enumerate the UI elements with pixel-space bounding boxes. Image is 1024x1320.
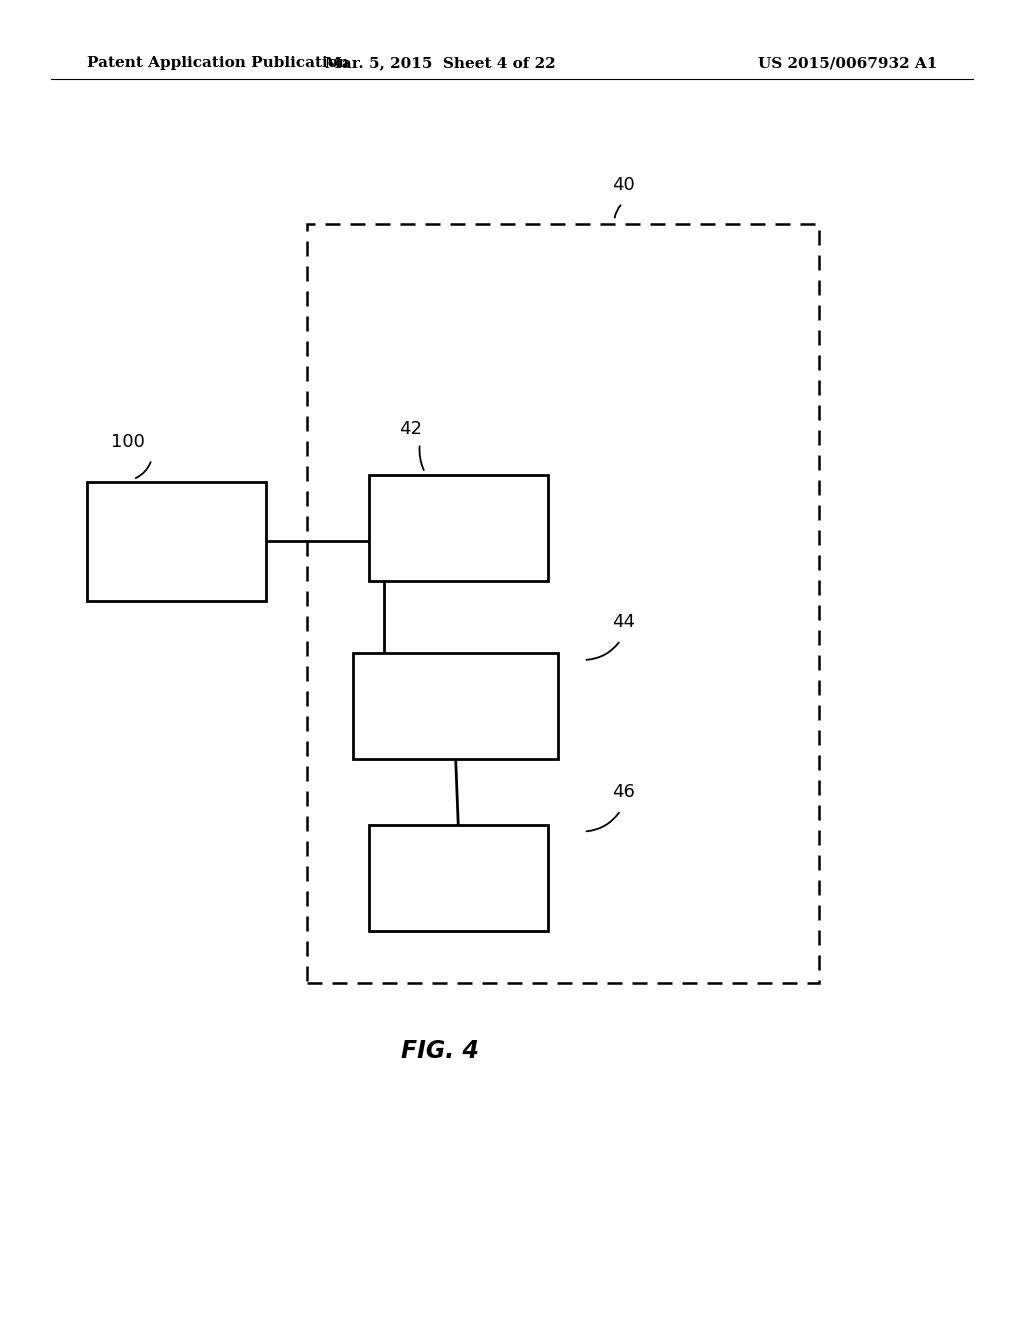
Text: Mar. 5, 2015  Sheet 4 of 22: Mar. 5, 2015 Sheet 4 of 22 (325, 57, 556, 70)
Text: 40: 40 (612, 176, 635, 194)
Text: 42: 42 (399, 420, 422, 438)
Text: 44: 44 (612, 612, 635, 631)
Bar (369, 825, 548, 931)
Bar (87, 482, 266, 601)
Text: 100: 100 (111, 433, 144, 451)
Bar (353, 653, 558, 759)
Text: 46: 46 (612, 783, 635, 801)
Bar (369, 475, 548, 581)
Text: Patent Application Publication: Patent Application Publication (87, 57, 349, 70)
Text: FIG. 4: FIG. 4 (401, 1039, 479, 1063)
Bar (307, 224, 819, 983)
Text: US 2015/0067932 A1: US 2015/0067932 A1 (758, 57, 937, 70)
